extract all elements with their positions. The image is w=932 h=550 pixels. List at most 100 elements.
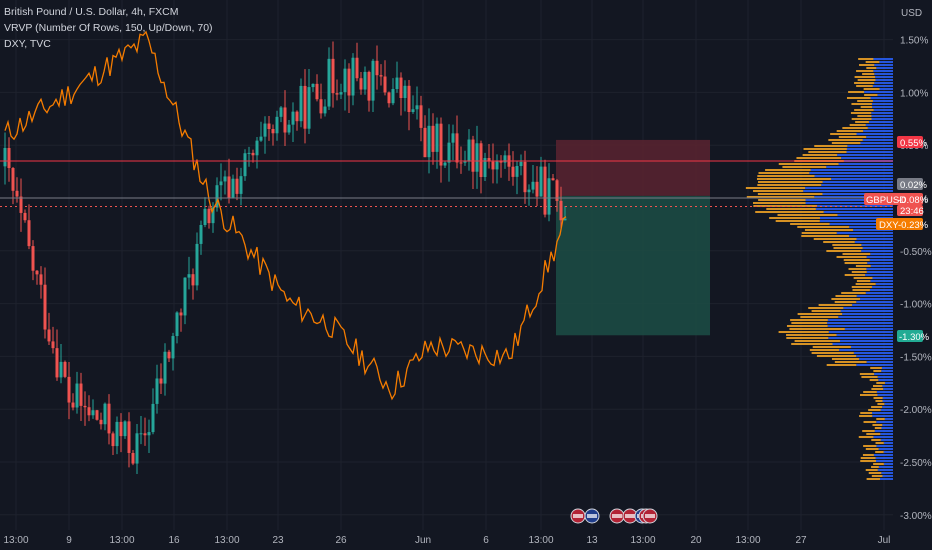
vp-row-down	[745, 187, 806, 189]
vp-row-up	[872, 100, 893, 102]
vp-row-up	[850, 346, 893, 348]
vp-row-up	[866, 136, 893, 138]
vp-row-down	[874, 427, 882, 429]
vp-row-up	[881, 367, 893, 369]
candle	[199, 224, 203, 244]
vp-row-down	[863, 88, 880, 90]
candle	[95, 410, 99, 420]
candle	[131, 452, 135, 464]
volume-profile	[745, 58, 893, 480]
candle	[351, 57, 355, 96]
candle	[407, 85, 411, 113]
candle	[203, 208, 207, 225]
vp-row-up	[871, 115, 893, 117]
vp-row-up	[828, 331, 893, 333]
candle	[215, 185, 219, 208]
vp-row-down	[830, 133, 857, 135]
vp-row-down	[823, 241, 855, 243]
stop-loss-zone[interactable]	[556, 139, 710, 196]
time-tick: 13:00	[735, 535, 760, 546]
legend-compare[interactable]: DXY, TVC	[4, 38, 51, 50]
candle	[451, 133, 455, 143]
us-flag-icon[interactable]	[570, 508, 586, 524]
price-tick: 1.00%	[900, 88, 928, 99]
vp-row-down	[811, 310, 841, 312]
vp-row-up	[823, 211, 893, 213]
vp-row-up	[874, 73, 893, 75]
gbpusd-candles	[3, 41, 567, 475]
vp-row-up	[867, 127, 893, 129]
vp-row-up	[876, 391, 893, 393]
candle	[387, 92, 391, 104]
vp-row-down	[851, 271, 867, 273]
price-axis[interactable]: 1.50%1.00%0.50%0.00%-0.50%-1.00%-1.50%-2…	[900, 36, 932, 522]
take-profit-zone[interactable]	[556, 195, 710, 336]
candle	[375, 60, 379, 76]
vp-row-down	[828, 139, 863, 141]
vp-row-up	[853, 352, 893, 354]
vp-row-up	[869, 259, 893, 261]
vp-row-up	[847, 145, 893, 147]
vp-row-down	[786, 325, 828, 327]
vp-row-up	[876, 421, 893, 423]
candle	[447, 142, 451, 163]
vp-row-down	[850, 112, 872, 114]
gbpusd-tag-name: GBPUSD	[866, 195, 906, 206]
dxy-line	[4, 30, 567, 401]
vp-row-up	[839, 349, 893, 351]
vp-row-up	[883, 451, 893, 453]
time-axis[interactable]: 13:00 9 13:00 16 13:00 23 26 Jun 6 13:00 13 13:00 20…	[3, 535, 890, 546]
vp-row-down	[791, 322, 828, 324]
price-tick: -1.00%	[900, 300, 932, 311]
vp-row-up	[869, 289, 893, 291]
vp-row-down	[809, 349, 840, 351]
vp-row-up	[860, 298, 893, 300]
dxy-tag: DXY -0.23%	[876, 218, 929, 231]
time-tick: 13:00	[214, 535, 239, 546]
vp-row-down	[786, 337, 829, 339]
legend: British Pound / U.S. Dollar, 4h, FXCM VR…	[4, 4, 213, 52]
vp-row-up	[819, 220, 893, 222]
vp-row-up	[879, 478, 893, 480]
vp-row-down	[789, 328, 845, 330]
vp-row-up	[870, 253, 893, 255]
candle	[323, 106, 327, 114]
upper-ref-value: 0.02%	[900, 180, 927, 191]
us-flag-icon[interactable]	[609, 508, 625, 524]
vp-row-up	[882, 400, 893, 402]
legend-main[interactable]: British Pound / U.S. Dollar, 4h, FXCM	[4, 6, 179, 18]
candle	[123, 421, 127, 437]
vp-row-down	[753, 190, 804, 192]
gbpusd-tag-value: -0.08%	[898, 195, 929, 206]
candle	[151, 403, 155, 433]
vp-row-up	[866, 256, 893, 258]
vp-row-down	[797, 226, 850, 228]
vp-row-up	[827, 319, 893, 321]
candle	[395, 77, 399, 90]
vp-row-down	[790, 319, 828, 321]
vp-row-down	[863, 391, 877, 393]
vp-row-up	[841, 157, 893, 159]
vp-row-down	[835, 295, 857, 297]
us-flag-icon[interactable]	[642, 508, 658, 524]
candle	[459, 162, 463, 164]
vp-row-up	[826, 166, 893, 168]
candle	[427, 125, 431, 158]
candle	[319, 99, 323, 114]
legend-indicator[interactable]: VRVP (Number Of Rows, 150, Up/Down, 70)	[4, 22, 213, 34]
vp-row-up	[849, 235, 893, 237]
candle	[399, 77, 403, 99]
vp-row-down	[875, 442, 884, 444]
candle	[111, 433, 115, 447]
uk-flag-icon[interactable]	[584, 508, 600, 524]
vp-row-down	[857, 79, 876, 81]
candle	[23, 212, 27, 221]
vp-row-up	[838, 163, 893, 165]
candle	[195, 243, 199, 286]
vp-row-down	[843, 259, 870, 261]
economic-events[interactable]	[570, 508, 658, 524]
time-tick: 13:00	[109, 535, 134, 546]
candle	[439, 123, 443, 166]
vp-row-down	[871, 466, 879, 468]
